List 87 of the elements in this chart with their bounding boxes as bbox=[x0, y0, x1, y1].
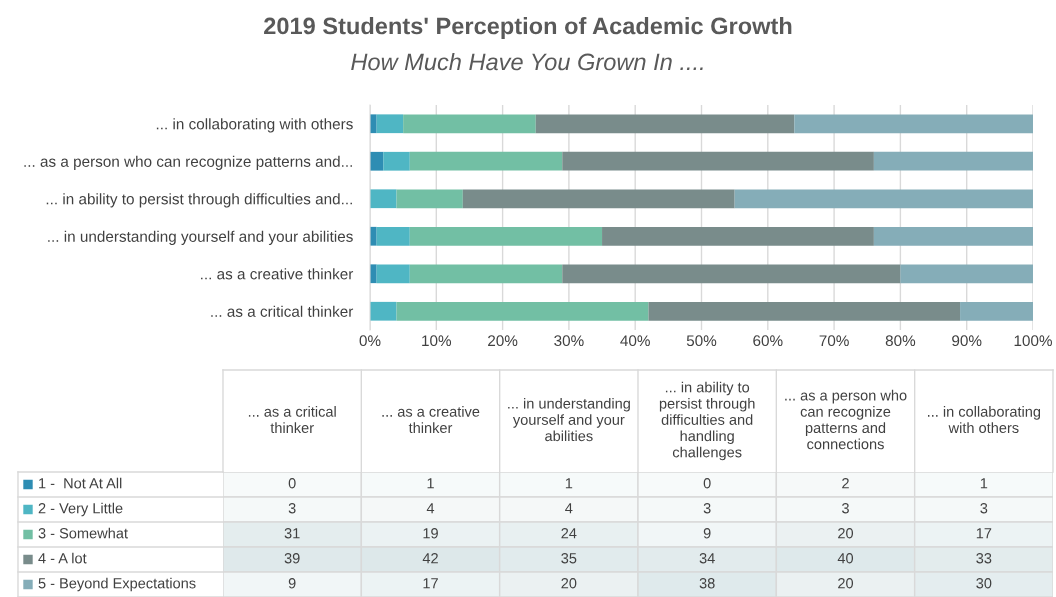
data-label: 33 bbox=[976, 553, 992, 564]
x-tick-label: ... as a creative thinker bbox=[382, 406, 480, 434]
data-label: 19 bbox=[423, 528, 438, 539]
bar bbox=[462, 189, 735, 209]
bar bbox=[370, 114, 377, 134]
data-label: 9 bbox=[703, 528, 711, 539]
chart-title: 2019 Students' Perception of Academic Growth bbox=[264, 17, 792, 39]
y-tick-label: ... in ability to persist through difficulties and... bbox=[46, 193, 352, 208]
bar bbox=[370, 226, 377, 246]
y-tick-label: ... as a creative thinker bbox=[201, 268, 354, 280]
data-label: 0 bbox=[703, 478, 711, 489]
y-tick-label: 4 - A lot bbox=[38, 552, 87, 564]
bar bbox=[873, 151, 1033, 171]
bar bbox=[960, 301, 1033, 321]
bar bbox=[396, 301, 649, 321]
bar bbox=[409, 226, 603, 246]
data-label: 20 bbox=[838, 578, 854, 589]
x-tick-label: ... in understanding yourself and your abilities bbox=[508, 397, 630, 442]
bar bbox=[403, 114, 536, 134]
bar bbox=[535, 114, 795, 134]
data-label: 4 bbox=[426, 503, 435, 514]
y-tick-label: ... in collaborating with others bbox=[156, 118, 353, 133]
x-tick-label: 70% bbox=[819, 335, 849, 347]
bar bbox=[602, 226, 874, 246]
data-label: 2 bbox=[842, 478, 849, 489]
x-tick-label: 40% bbox=[620, 335, 650, 347]
data-label: 42 bbox=[422, 553, 438, 564]
data-label: 38 bbox=[699, 578, 715, 589]
y-tick-label: ... as a person who can recognize patterns and... bbox=[24, 155, 352, 170]
bar bbox=[873, 226, 1033, 246]
bar bbox=[376, 264, 410, 284]
bar bbox=[370, 301, 397, 321]
x-tick-label: ... as a person who can recognize patterns and connections bbox=[785, 389, 907, 450]
x-tick-label: 20% bbox=[488, 335, 518, 347]
x-tick-label: 60% bbox=[753, 335, 783, 347]
data-label: 24 bbox=[561, 528, 577, 539]
bar bbox=[562, 264, 901, 284]
y-tick-label: 3 - Somewhat bbox=[38, 527, 128, 539]
data-label: 39 bbox=[284, 553, 300, 564]
data-label: 30 bbox=[976, 578, 992, 589]
bar bbox=[376, 114, 404, 134]
bar bbox=[376, 226, 410, 246]
data-label: 3 bbox=[703, 503, 711, 514]
bar bbox=[409, 264, 563, 284]
x-tick-label: 90% bbox=[952, 335, 982, 347]
data-label: 40 bbox=[837, 553, 854, 564]
y-tick-label: 5 - Beyond Expectations bbox=[38, 577, 196, 592]
y-tick-label: 1 - Not At All bbox=[39, 477, 122, 489]
data-label: 35 bbox=[561, 553, 577, 564]
data-label: 34 bbox=[699, 553, 715, 564]
y-tick-label: 2 - Very Little bbox=[38, 502, 123, 517]
bar bbox=[370, 264, 377, 284]
bar bbox=[396, 189, 463, 209]
data-label: 1 bbox=[427, 478, 434, 489]
bar bbox=[370, 189, 397, 209]
x-tick-label: 30% bbox=[554, 335, 584, 347]
data-label: 31 bbox=[284, 528, 300, 539]
bar bbox=[562, 151, 874, 171]
bar bbox=[409, 151, 563, 171]
x-tick-label: 80% bbox=[885, 335, 916, 347]
y-tick-label: ... in understanding yourself and your abilities bbox=[48, 230, 353, 245]
data-label: 3 bbox=[842, 503, 849, 514]
x-tick-label: 100% bbox=[1014, 335, 1052, 347]
x-tick-label: 50% bbox=[686, 335, 717, 347]
bar bbox=[900, 264, 1033, 284]
bar bbox=[794, 114, 1033, 134]
data-label: 3 bbox=[288, 503, 296, 514]
bar bbox=[734, 189, 1033, 209]
data-label: 1 bbox=[565, 478, 573, 489]
x-tick-label: 10% bbox=[422, 335, 452, 347]
data-label: 1 bbox=[980, 478, 988, 489]
x-tick-label: 0% bbox=[359, 335, 381, 347]
y-tick-label: ... as a critical thinker bbox=[211, 305, 354, 317]
bar bbox=[370, 151, 384, 171]
data-label: 20 bbox=[838, 528, 854, 539]
data-label: 20 bbox=[561, 578, 577, 589]
data-label: 0 bbox=[288, 478, 296, 489]
data-label: 17 bbox=[976, 528, 992, 539]
bar bbox=[383, 151, 410, 171]
data-label: 3 bbox=[980, 503, 988, 514]
x-tick-label: ... in collaborating with others bbox=[928, 406, 1041, 434]
data-label: 9 bbox=[288, 578, 296, 589]
x-tick-label: ... in ability to persist through difficulties and handling challenges bbox=[659, 381, 755, 461]
chart-subtitle: How Much Have You Grown In .... bbox=[351, 53, 703, 71]
bar bbox=[648, 301, 961, 321]
data-label: 17 bbox=[423, 578, 438, 589]
data-label: 4 bbox=[565, 503, 573, 514]
